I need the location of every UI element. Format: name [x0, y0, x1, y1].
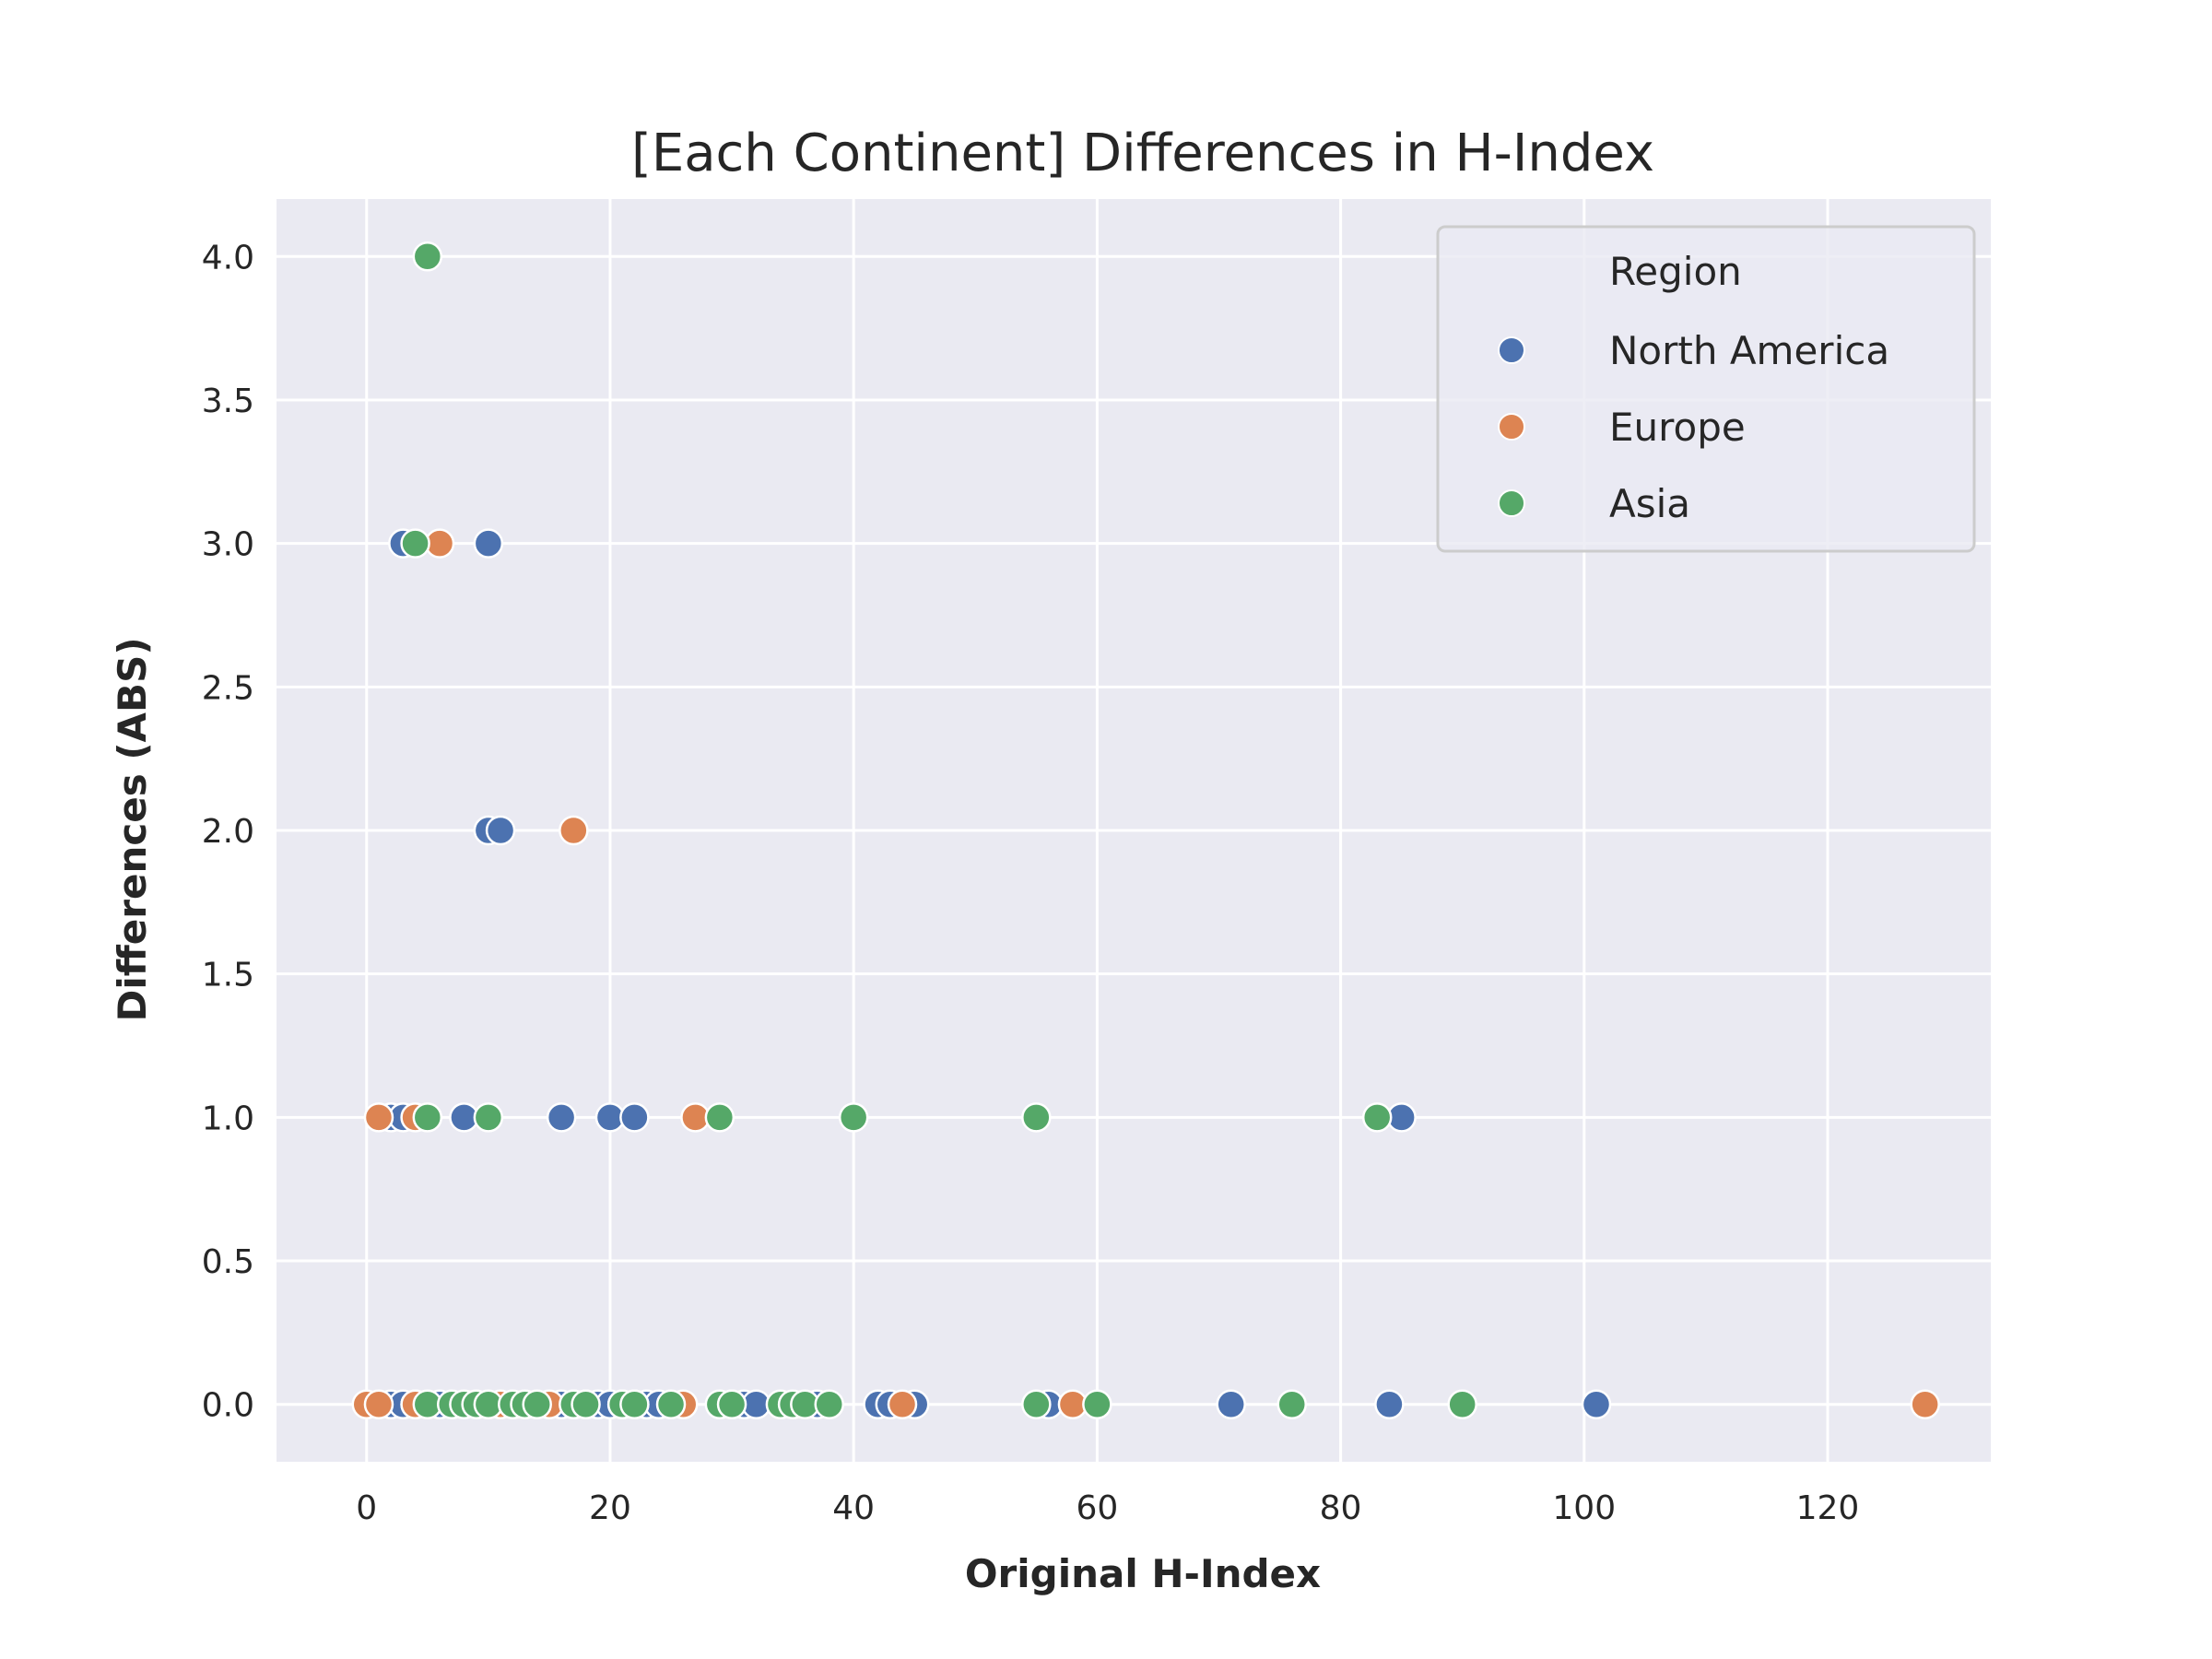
legend-items: North America Europe Asia: [1498, 328, 1889, 526]
legend-title: Region: [1609, 249, 1742, 294]
data-point: [619, 1102, 650, 1133]
x-axis-label: Original H-Index: [965, 1551, 1321, 1596]
data-point: [559, 815, 589, 846]
x-tick-label: 120: [1796, 1489, 1860, 1527]
data-point: [412, 1102, 443, 1133]
series-asia: [400, 241, 1477, 1419]
x-tick-label: 40: [832, 1489, 875, 1527]
data-point: [546, 1102, 577, 1133]
chart-title: [Each Continent] Differences in H-Index: [631, 124, 1654, 183]
data-point: [887, 1389, 918, 1419]
data-point: [1277, 1389, 1307, 1419]
legend-marker: [1498, 489, 1525, 517]
y-tick-labels: 0.0 0.5 1.0 1.5 2.0 2.5 3.0 3.5 4.0: [202, 239, 254, 1424]
data-point: [814, 1389, 844, 1419]
x-tick-label: 0: [356, 1489, 377, 1527]
data-point: [1447, 1389, 1477, 1419]
legend-marker: [1498, 413, 1525, 441]
data-point: [655, 1389, 687, 1419]
data-point: [363, 1389, 394, 1419]
data-point: [473, 1102, 504, 1133]
data-point: [412, 241, 443, 272]
data-point: [485, 815, 516, 846]
x-tick-label: 100: [1552, 1489, 1616, 1527]
x-tick-labels: 0 20 40 60 80 100 120: [356, 1489, 1859, 1527]
data-point: [522, 1389, 552, 1419]
data-point: [571, 1389, 601, 1419]
y-tick-label: 0.5: [202, 1243, 254, 1281]
data-point: [473, 528, 504, 559]
data-point: [363, 1102, 394, 1133]
y-tick-label: 3.5: [202, 382, 254, 420]
data-point: [1021, 1389, 1052, 1419]
data-point: [1910, 1389, 1940, 1419]
legend-marker: [1498, 336, 1525, 364]
data-point: [1021, 1102, 1052, 1133]
data-point: [1082, 1389, 1112, 1419]
x-tick-label: 80: [1320, 1489, 1362, 1527]
legend-label: Europe: [1609, 405, 1746, 450]
x-tick-label: 20: [589, 1489, 631, 1527]
legend: Region North America Europe Asia: [1436, 225, 1976, 553]
legend-label: North America: [1609, 328, 1889, 373]
data-points: [351, 241, 1940, 1419]
legend-label: Asia: [1609, 481, 1690, 526]
legend-box: [1436, 225, 1976, 553]
y-tick-label: 2.0: [202, 813, 254, 851]
data-point: [1361, 1102, 1393, 1133]
y-tick-label: 3.0: [202, 526, 254, 564]
data-point: [1581, 1389, 1612, 1419]
y-tick-label: 0.0: [202, 1387, 254, 1425]
y-tick-label: 4.0: [202, 239, 254, 276]
data-point: [704, 1102, 735, 1133]
x-tick-label: 60: [1076, 1489, 1118, 1527]
y-tick-label: 2.5: [202, 669, 254, 707]
y-tick-label: 1.5: [202, 957, 254, 994]
data-point: [619, 1389, 650, 1419]
data-point: [716, 1389, 747, 1419]
y-tick-label: 1.0: [202, 1100, 254, 1137]
data-point: [400, 528, 430, 559]
y-axis-label: Differences (ABS): [110, 637, 155, 1021]
data-point: [838, 1102, 869, 1133]
data-point: [1216, 1389, 1246, 1419]
data-point: [1374, 1389, 1405, 1419]
